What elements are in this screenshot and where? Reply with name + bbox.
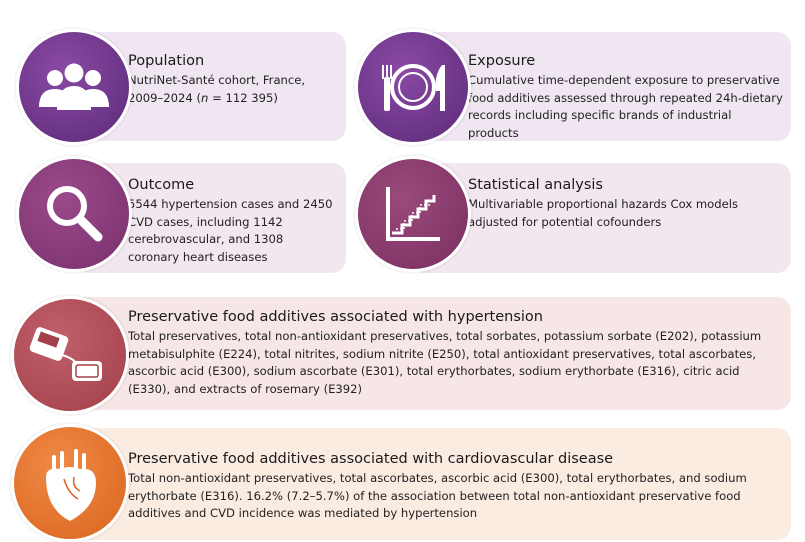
heart-icon [46,449,96,521]
panel-title: Preservative food additives associated w… [128,451,614,467]
panel-title: Population [128,53,205,69]
panel-title: Exposure [468,53,536,69]
panel-title: Statistical analysis [468,177,603,193]
body-text: = 112 395) [208,90,278,105]
magnifier-icon [47,186,103,242]
icon-circle [355,156,471,272]
icon-circle [16,156,132,272]
icon-circle [11,296,129,414]
icon-circle [16,29,132,145]
panel-body: 5544 hypertension cases and 2450 CVD cas… [128,197,333,264]
panel-card: Statistical analysis Multivariable propo… [410,163,791,273]
panel-body: Total preservatives, total non-antioxida… [128,329,762,396]
body-text: NutriNet-Santé cohort, France, 2009–2024… [128,73,306,105]
panel-body: Cumulative time-dependent exposure to pr… [468,73,783,140]
plate-icon [382,64,445,111]
panel-body: Multivariable proportional hazards Cox m… [468,197,739,229]
icon-circle [355,29,471,145]
curve-icon [386,187,440,241]
body-italic: n [201,90,209,105]
panel-card: Exposure Cumulative time-dependent expos… [410,32,791,141]
panel-title: Outcome [128,177,195,193]
panel-body: NutriNet-Santé cohort, France, 2009–2024… [128,72,336,107]
people-icon [39,63,109,110]
panel-card: Preservative food additives associated w… [70,297,791,410]
blood-pressure-icon [29,327,102,381]
panel-body: Total non-antioxidant preservatives, tot… [128,471,747,520]
panel-card: Preservative food additives associated w… [70,428,791,540]
icon-circle [11,424,129,542]
panel-title: Preservative food additives associated w… [128,309,543,325]
